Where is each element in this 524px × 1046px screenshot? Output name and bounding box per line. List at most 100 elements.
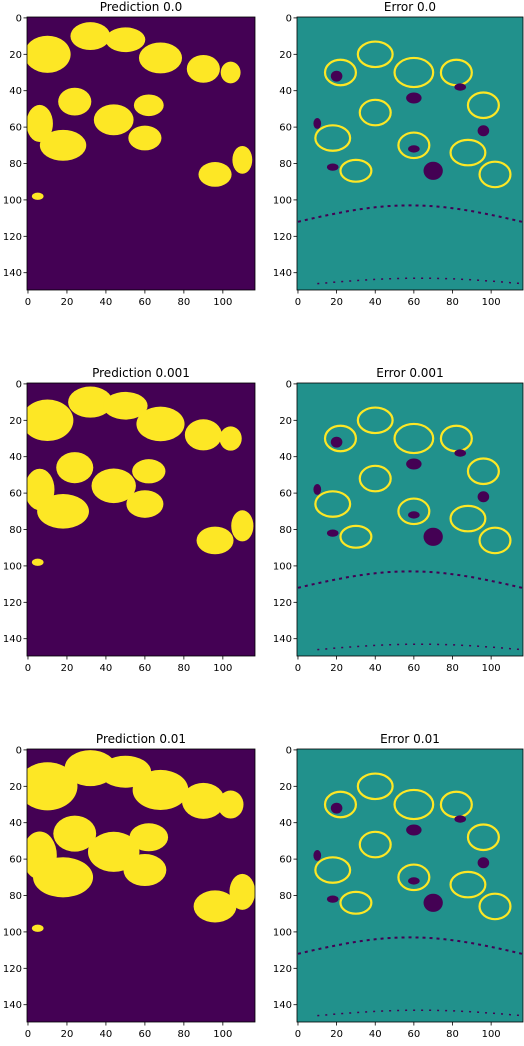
prediction-region [128,125,162,151]
error-positive-region [466,457,500,486]
panel-0: Prediction 0.0 0 20 40 60 80 100 0 20 40 60 80 100 12… [3,0,256,308]
y-tick-label: 60 [279,855,292,866]
y-tick-label: 140 [3,268,22,279]
prediction-region [196,526,234,555]
y-tick-label: 20 [279,416,292,427]
error-positive-region [478,526,512,555]
prediction-region [27,104,53,143]
error-positive-region [466,91,500,120]
error-negative-region [406,458,422,470]
y-tick-label: 40 [9,86,22,97]
error-positive-region [358,830,392,859]
prediction-region [231,510,254,542]
x-tick-label: 0 [295,1029,301,1040]
error-negative-region [408,877,420,885]
x-tick-label: 100 [482,1029,501,1040]
error-boundary-curve [297,936,523,955]
prediction-region [105,27,146,53]
x-tick-label: 100 [213,663,232,674]
chart-title: Error 0.01 [380,732,440,746]
x-tick-label: 80 [446,663,459,674]
x-tick-label: 0 [25,297,31,308]
error-negative-region [408,145,420,153]
prediction-region [27,762,78,811]
error-negative-region [330,802,343,814]
error-negative-region [326,895,339,903]
x-tick-label: 60 [407,663,420,674]
y-tick-label: 20 [279,782,292,793]
axes-frame [26,748,256,1023]
prediction-region [132,459,166,484]
y-tick-label: 80 [9,159,22,170]
axes-frame [296,16,524,291]
y-tick-label: 40 [9,818,22,829]
error-negative-region [454,83,467,91]
chart-title: Error 0.0 [384,0,436,14]
prediction-region [136,406,185,442]
y-tick-label: 60 [279,489,292,500]
y-tick-label: 120 [273,598,292,609]
y-tick-label: 120 [273,232,292,243]
error-negative-region [477,491,490,503]
x-tick-label: 60 [139,297,152,308]
error-negative-region [313,118,322,129]
y-tick-label: 40 [279,452,292,463]
y-tick-label: 20 [9,782,22,793]
error-negative-region [406,92,422,104]
error-positive-region [314,490,352,518]
prediction-region [184,419,222,451]
heatmap-cells [297,17,523,290]
y-tick-label: 120 [3,964,22,975]
error-positive-region [358,464,392,493]
x-tick-label: 100 [482,663,501,674]
x-tick-label: 80 [178,297,191,308]
heatmap-cells [27,749,255,1022]
x-tick-label: 40 [100,663,113,674]
error-positive-region [356,772,394,801]
chart-title: Prediction 0.0 [100,0,183,14]
panel-1: Error 0.0 0 20 40 60 80 100 0 20 40 60 80 100 120 140 [273,0,524,308]
error-positive-region [397,497,431,526]
error-negative-region [406,824,422,836]
error-positive-region [339,158,373,183]
prediction-region [198,162,232,187]
error-positive-region [339,524,373,549]
prediction-region [133,94,164,117]
y-tick-label: 140 [3,634,22,645]
y-tick-label: 140 [273,268,292,279]
y-tick-label: 100 [3,561,22,572]
error-positive-region [339,890,373,915]
prediction-region [68,386,113,418]
x-tick-label: 0 [295,663,301,674]
x-tick-label: 80 [446,297,459,308]
error-positive-region [323,790,358,819]
y-tick-label: 120 [273,964,292,975]
y-tick-label: 100 [273,927,292,938]
prediction-region [103,391,148,420]
y-tick-label: 0 [16,13,22,24]
axes-frame [26,16,256,291]
error-negative-region [423,893,443,912]
x-tick-label: 20 [61,297,74,308]
y-tick-label: 0 [286,379,292,390]
y-tick-label: 60 [9,123,22,134]
error-positive-region [449,504,487,533]
prediction-region [53,815,97,852]
error-positive-region [356,40,394,69]
error-negative-region [313,484,322,495]
prediction-region [37,494,89,529]
prediction-region [219,426,242,451]
error-positive-region [393,788,435,821]
prediction-region [27,399,74,442]
x-tick-label: 20 [330,663,343,674]
error-negative-region [454,815,467,823]
prediction-region [123,854,167,887]
error-positive-region [323,58,358,87]
y-tick-label: 80 [9,525,22,536]
prediction-region [138,42,183,74]
y-tick-label: 40 [9,452,22,463]
x-tick-label: 20 [61,1029,74,1040]
prediction-region [91,468,136,504]
axes-frame [26,382,256,657]
prediction-region [193,890,237,923]
